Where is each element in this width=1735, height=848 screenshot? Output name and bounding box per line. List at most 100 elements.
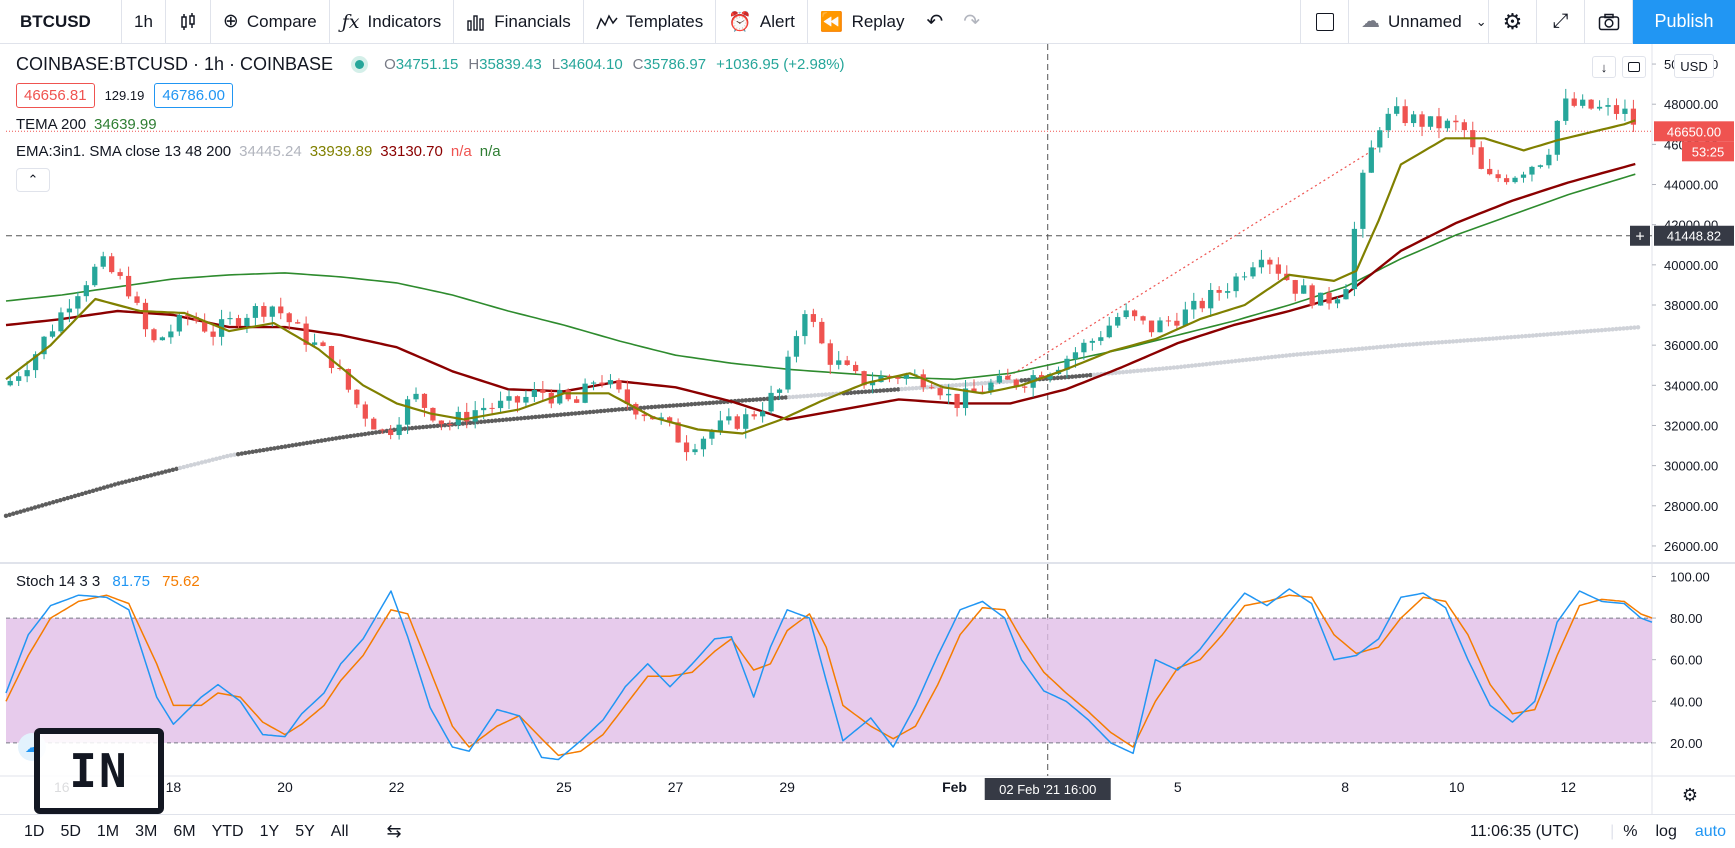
settings-button[interactable]: ⚙ — [1489, 0, 1537, 44]
tema-dot — [1193, 363, 1198, 368]
tema-dot — [1113, 370, 1118, 376]
ema-value-1: 34445.24 — [239, 143, 302, 160]
legend-bid-ask-row: 46656.81 129.19 46786.00 — [16, 83, 855, 108]
redo-icon[interactable]: ↷ — [963, 11, 981, 33]
tema-dot — [903, 386, 908, 392]
tema-dot — [1276, 354, 1282, 359]
bar-chart-icon — [467, 14, 484, 31]
range-5d[interactable]: 5D — [60, 822, 81, 840]
tema-dot — [1403, 342, 1409, 347]
tema-dot — [906, 386, 912, 391]
range-1d[interactable]: 1D — [24, 822, 45, 840]
tema-dot — [297, 441, 302, 447]
auto-toggle[interactable]: auto — [1694, 822, 1726, 840]
buy-price-box[interactable]: 46786.00 — [154, 83, 233, 108]
legend-title[interactable]: COINBASE:BTCUSD · 1h · COINBASE — [16, 54, 334, 74]
fullscreen-button[interactable]: ⤢ — [1537, 0, 1585, 44]
snapshot-button[interactable] — [1585, 0, 1633, 44]
legend-ema-row[interactable]: EMA:3in1. SMA close 13 48 200 34445.24 3… — [16, 143, 855, 160]
maximize-pane-button[interactable] — [1622, 56, 1646, 78]
candle-up — [523, 396, 529, 403]
tema-dot — [616, 407, 622, 412]
chart-legend: COINBASE:BTCUSD · 1h · COINBASE O 34751.1… — [16, 54, 855, 192]
tema-dot — [925, 385, 930, 390]
publish-button[interactable]: Publish — [1633, 0, 1735, 44]
range-5y[interactable]: 5Y — [295, 822, 315, 840]
candle-down — [1436, 116, 1442, 129]
tema-dot — [1432, 340, 1438, 345]
interval-button[interactable]: 1h — [122, 0, 166, 44]
axis-settings-gear-icon[interactable]: ⚙ — [1682, 785, 1698, 805]
undo-icon[interactable]: ↶ — [926, 11, 944, 33]
tema-dot — [373, 430, 379, 435]
range-ytd[interactable]: YTD — [211, 822, 244, 840]
candle-up — [531, 389, 537, 397]
tema-dot — [823, 392, 828, 397]
candle-down — [514, 396, 521, 403]
chart-type-button[interactable] — [166, 0, 211, 44]
tema-dot — [1284, 353, 1289, 358]
price-tick-label: 40000.00 — [1664, 258, 1718, 273]
stoch-d-line — [5, 594, 1653, 757]
range-3m[interactable]: 3M — [135, 822, 158, 840]
collapse-legend-button[interactable]: ⌃ — [16, 168, 50, 192]
tema-dot — [25, 507, 30, 512]
tema-dot — [489, 418, 495, 424]
stoch-tick-label: 20.00 — [1670, 736, 1703, 751]
maximize-icon — [1628, 62, 1640, 72]
templates-button[interactable]: Templates — [584, 0, 717, 44]
tema-dot — [703, 401, 709, 406]
range-6m[interactable]: 6M — [173, 822, 196, 840]
candle-down — [1461, 122, 1467, 131]
sell-price-box[interactable]: 46656.81 — [16, 83, 95, 108]
tema-dot — [1389, 343, 1394, 349]
tema-dot — [1621, 326, 1626, 331]
candle-up — [1115, 317, 1121, 326]
close-value: 35786.97 — [643, 56, 707, 73]
high-label: H — [468, 56, 480, 73]
tema-dot — [54, 499, 59, 504]
range-1y[interactable]: 1Y — [259, 822, 280, 840]
indicators-button[interactable]: ƒx Indicators — [330, 0, 455, 44]
currency-button[interactable]: USD — [1674, 54, 1714, 78]
ema-value-5: n/a — [479, 143, 501, 160]
tema-dot — [1487, 336, 1492, 341]
alert-button[interactable]: ⏰ Alert — [716, 0, 808, 44]
log-toggle[interactable]: log — [1655, 822, 1677, 840]
tema-dot — [874, 388, 879, 394]
range-1m[interactable]: 1M — [96, 822, 120, 840]
candle-down — [278, 306, 284, 314]
tema-dot — [1400, 342, 1405, 348]
market-open-dot-icon — [355, 60, 365, 69]
legend-tema-row[interactable]: TEMA 200 34639.99 — [16, 116, 855, 133]
compare-button[interactable]: ⊕ Compare — [211, 0, 330, 44]
tema-dot — [359, 432, 364, 437]
open-label: O — [384, 56, 396, 73]
candle-up — [83, 285, 89, 297]
layout-menu-button[interactable]: ☁ Unnamed ⌄ — [1349, 0, 1489, 44]
tema-dot — [1062, 375, 1068, 380]
layout-name-label: Unnamed — [1388, 11, 1462, 31]
replay-button[interactable]: ⏪ Replay — [808, 0, 917, 44]
clock-label[interactable]: 11:06:35 (UTC) — [1470, 822, 1580, 840]
candle-down — [235, 318, 242, 327]
symbol-search-button[interactable]: BTCUSD — [0, 0, 122, 44]
chart-canvas[interactable]: 26000.00 28000.00 30000.00 32000.00 34000.00… — [0, 44, 1735, 814]
fullscreen-toggle-button[interactable] — [1301, 0, 1349, 44]
financials-button[interactable]: Financials — [454, 0, 584, 44]
percent-toggle[interactable]: % — [1623, 822, 1638, 840]
tema-dot — [40, 503, 45, 508]
stoch-legend[interactable]: Stoch 14 3 3 81.75 75.62 — [16, 573, 200, 590]
add-alert-button[interactable] — [1630, 225, 1650, 246]
range-all[interactable]: All — [330, 822, 349, 840]
date-range-picker-icon[interactable]: ⇆ — [386, 821, 402, 841]
candle-up — [1182, 309, 1188, 326]
tema-dot — [65, 495, 70, 501]
scroll-to-latest-button[interactable]: ↓ — [1592, 56, 1616, 78]
ema-label: EMA:3in1. SMA close 13 48 200 — [16, 143, 232, 160]
tema-dot — [1516, 334, 1521, 339]
candle-up — [1622, 108, 1628, 114]
tema-dot — [243, 450, 248, 456]
tema-dot — [1425, 341, 1430, 346]
tema-dot — [319, 438, 324, 443]
